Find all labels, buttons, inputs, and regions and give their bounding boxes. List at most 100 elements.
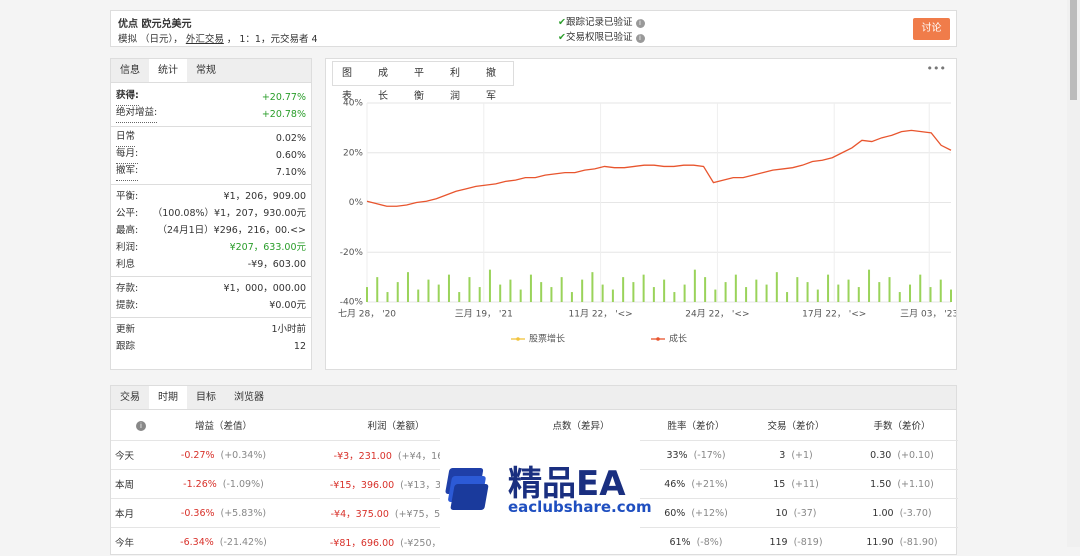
volume-bar [458, 292, 460, 302]
cell-value: 15 [773, 479, 785, 490]
stats-row: 绝对增益:+20.78% [116, 106, 306, 123]
cell-value: 119 [769, 537, 787, 548]
volume-bar [704, 277, 706, 302]
watermark-url: eaclubshare.com [508, 498, 652, 516]
period-label: 今天 [111, 441, 171, 470]
tab[interactable]: 时期 [149, 386, 187, 409]
volume-bar [848, 280, 850, 302]
volume-bar [489, 270, 491, 302]
volume-bar [561, 277, 563, 302]
stats-row: 撤军:7.10% [116, 164, 306, 181]
y-tick-label: 20% [343, 148, 363, 158]
stats-label: 平衡: [116, 188, 138, 205]
stats-row: 公平:（100.08%）¥1，207，930.00元 [116, 205, 306, 222]
link[interactable]: 外汇交易 [186, 34, 224, 45]
legend-label: 成长 [669, 333, 687, 345]
badge: ✔交易权限已验证 i [558, 30, 645, 45]
scrollbar[interactable] [1067, 0, 1080, 547]
badges: ✔跟踪记录已验证 i ✔交易权限已验证 i [558, 15, 645, 45]
tab[interactable]: 交易 [111, 386, 149, 409]
volume-bar [889, 277, 891, 302]
volume-bar [837, 285, 839, 302]
cell-diff: (+1) [791, 450, 812, 461]
volume-bar [448, 275, 450, 302]
y-tick-label: 40% [343, 99, 363, 109]
stats-group: 获得:+20.77%绝对增益:+20.78% [111, 86, 311, 127]
volume-bar [407, 272, 409, 302]
badge-text: 交易权限已验证 [566, 32, 633, 43]
tabs: 交易时期目标浏览器 [111, 386, 956, 410]
period-cell: 3(+1) [746, 441, 846, 470]
stats-label: 日常 [116, 130, 135, 147]
column-header: 交易（差价） [746, 410, 846, 441]
chart-panel: 图表成长平衡利润撤军 ••• 40%20%0%-20%-40%七月 28， '2… [325, 58, 957, 370]
cell-diff: (+21%) [691, 479, 728, 490]
cell-diff: (+1.10) [897, 479, 934, 490]
discuss-button[interactable]: 讨论 [913, 18, 950, 40]
badge-text: 跟踪记录已验证 [566, 17, 633, 28]
tab[interactable]: 信息 [111, 59, 149, 82]
menu[interactable]: ••• [927, 62, 946, 75]
volume-bar [663, 280, 665, 302]
period-cell: 119(-819) [746, 528, 846, 556]
cell-value: 33% [666, 450, 687, 461]
x-tick-label: 17月 22， '<> [802, 309, 866, 320]
volume-bar [776, 272, 778, 302]
stats-value: 12 [294, 338, 306, 355]
x-tick-label: 24月 22， '<> [685, 309, 749, 320]
stats-row: 跟踪 12 [116, 338, 306, 355]
column-header: 胜率（差价） [646, 410, 746, 441]
cell-diff: (-17%) [694, 450, 726, 461]
volume-bar [550, 287, 552, 302]
cell-diff: (-37) [794, 508, 817, 519]
y-tick-label: -20% [340, 248, 364, 258]
tab[interactable]: 浏览器 [225, 386, 273, 409]
volume-bar [509, 280, 511, 302]
volume-bar [858, 287, 860, 302]
info-icon: i [111, 410, 171, 441]
volume-bar [581, 280, 583, 302]
legend-dot [516, 337, 520, 341]
tab[interactable]: 常规 [187, 59, 225, 82]
column-header: 利润（差额） [276, 410, 516, 441]
stats-value: （24月1日）¥296，216，00.<> [158, 222, 306, 239]
cell-diff: (+5.83%) [221, 508, 267, 519]
cell-value: -1.26% [183, 479, 217, 490]
watermark-icon [445, 460, 505, 520]
period-cell: -0.27%(+0.34%) [171, 441, 276, 470]
cell-value: -¥81，696.00 [330, 538, 394, 549]
cell-value: -0.36% [181, 508, 215, 519]
period-cell: 15(+11) [746, 470, 846, 499]
x-tick-label: 11月 22， '<> [569, 309, 633, 320]
x-tick-label: 三月 19， '21 [455, 309, 513, 320]
volume-bar [878, 282, 880, 302]
volume-bar [930, 287, 932, 302]
volume-bar [827, 275, 829, 302]
stats-value: ¥1，000，000.00 [224, 280, 306, 297]
account-line: 模拟 （日元）， 外汇交易 ， 1：1，元交易者 4 [118, 31, 318, 45]
volume-bar [786, 292, 788, 302]
period-cell: 60%(+12%) [646, 499, 746, 528]
period-cell: -6.34%(-21.42%) [171, 528, 276, 556]
tab[interactable]: 统计 [149, 59, 187, 82]
stats-value: 7.10% [276, 164, 306, 181]
volume-bar [602, 285, 604, 302]
column-header: 增益（差值） [171, 410, 276, 441]
stats-value: +20.78% [262, 106, 306, 123]
stats-value: ¥1，206，909.00 [224, 188, 306, 205]
volume-bar [520, 290, 522, 302]
volume-bar [796, 277, 798, 302]
stats-label: 跟踪 [116, 338, 135, 355]
period-cell: 10(-37) [746, 499, 846, 528]
stats-value: -¥9，603.00 [248, 256, 306, 273]
cell-value: -¥4，375.00 [331, 509, 389, 520]
volume-bar [438, 285, 440, 302]
tab[interactable]: 目标 [187, 386, 225, 409]
x-tick-label: 三月 03， '23 [900, 309, 956, 320]
